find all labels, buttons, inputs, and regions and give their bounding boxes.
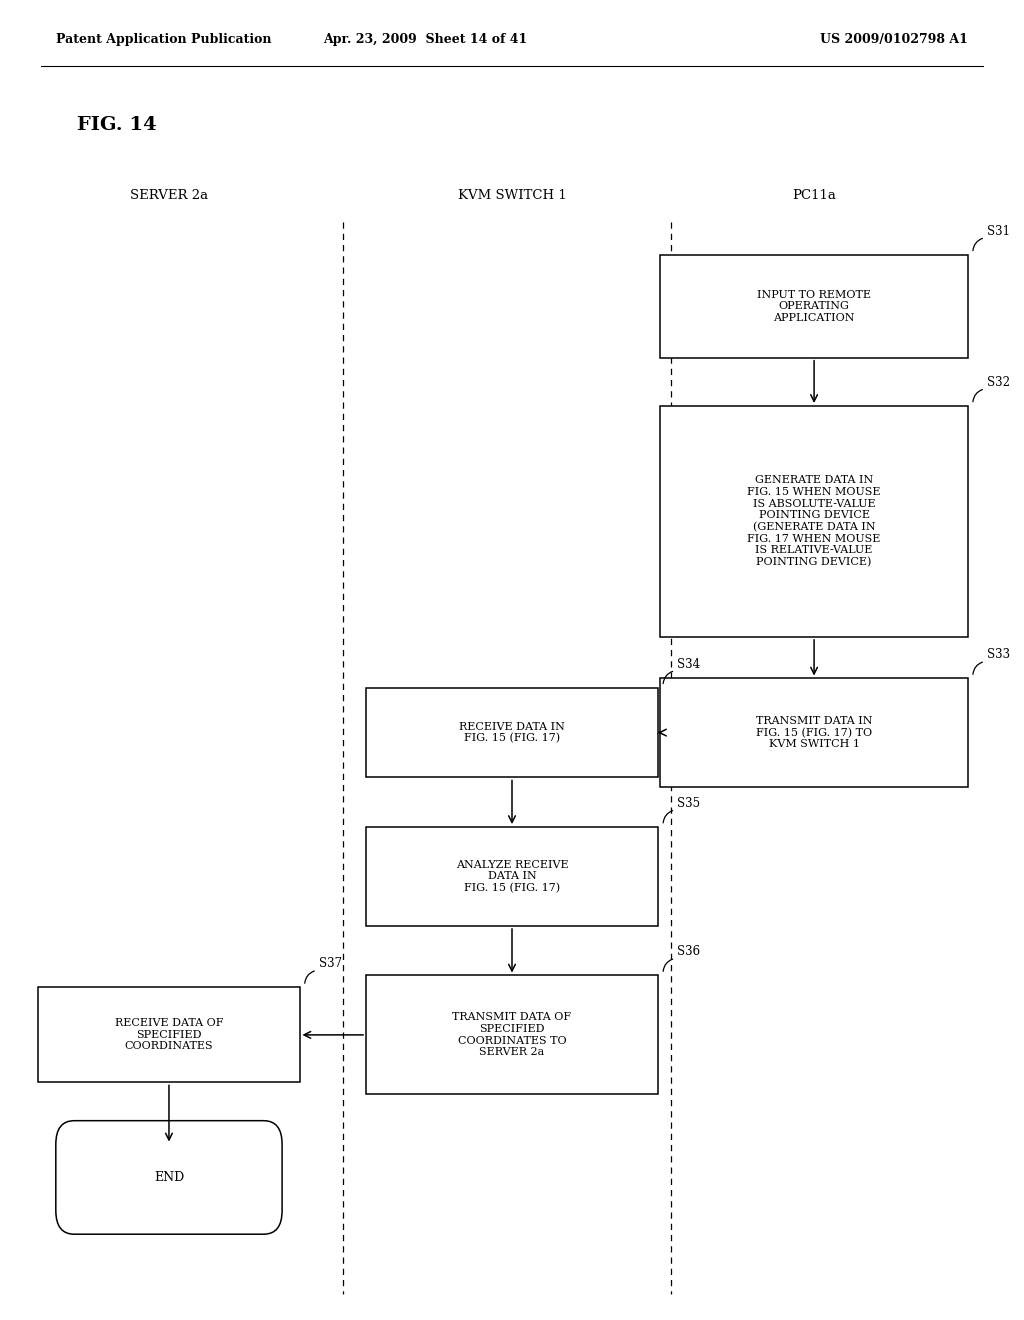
Text: US 2009/0102798 A1: US 2009/0102798 A1 (820, 33, 968, 46)
FancyBboxPatch shape (39, 987, 299, 1082)
FancyBboxPatch shape (660, 678, 968, 787)
Text: S36: S36 (678, 945, 700, 958)
Text: S31: S31 (987, 224, 1010, 238)
Text: END: END (154, 1171, 184, 1184)
Text: SERVER 2a: SERVER 2a (130, 189, 208, 202)
FancyBboxPatch shape (660, 407, 968, 638)
Text: FIG. 14: FIG. 14 (77, 116, 157, 135)
Text: TRANSMIT DATA OF
SPECIFIED
COORDINATES TO
SERVER 2a: TRANSMIT DATA OF SPECIFIED COORDINATES T… (453, 1012, 571, 1057)
Text: S33: S33 (987, 648, 1011, 661)
FancyBboxPatch shape (56, 1121, 283, 1234)
Text: ANALYZE RECEIVE
DATA IN
FIG. 15 (FIG. 17): ANALYZE RECEIVE DATA IN FIG. 15 (FIG. 17… (456, 859, 568, 894)
Text: KVM SWITCH 1: KVM SWITCH 1 (458, 189, 566, 202)
Text: TRANSMIT DATA IN
FIG. 15 (FIG. 17) TO
KVM SWITCH 1: TRANSMIT DATA IN FIG. 15 (FIG. 17) TO KV… (756, 715, 872, 750)
Text: S32: S32 (987, 376, 1010, 388)
FancyBboxPatch shape (367, 975, 658, 1094)
Text: PC11a: PC11a (793, 189, 836, 202)
Text: GENERATE DATA IN
FIG. 15 WHEN MOUSE
IS ABSOLUTE-VALUE
POINTING DEVICE
(GENERATE : GENERATE DATA IN FIG. 15 WHEN MOUSE IS A… (748, 475, 881, 568)
Text: S37: S37 (319, 957, 342, 970)
FancyBboxPatch shape (660, 255, 968, 358)
Text: RECEIVE DATA IN
FIG. 15 (FIG. 17): RECEIVE DATA IN FIG. 15 (FIG. 17) (459, 722, 565, 743)
Text: INPUT TO REMOTE
OPERATING
APPLICATION: INPUT TO REMOTE OPERATING APPLICATION (757, 289, 871, 323)
FancyBboxPatch shape (367, 688, 658, 777)
Text: S35: S35 (678, 797, 700, 810)
Text: S34: S34 (678, 657, 700, 671)
Text: Apr. 23, 2009  Sheet 14 of 41: Apr. 23, 2009 Sheet 14 of 41 (323, 33, 527, 46)
Text: Patent Application Publication: Patent Application Publication (56, 33, 271, 46)
Text: RECEIVE DATA OF
SPECIFIED
COORDINATES: RECEIVE DATA OF SPECIFIED COORDINATES (115, 1018, 223, 1052)
FancyBboxPatch shape (367, 826, 658, 927)
